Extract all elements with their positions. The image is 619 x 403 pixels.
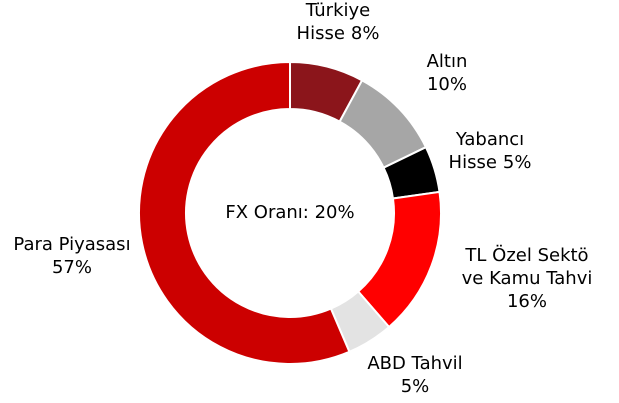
donut-slice [138,60,351,365]
slice-label: Yabancı Hisse [449,129,525,173]
slice-label: Para Piyasası [13,234,130,255]
slice-label: TL Özel Sektö ve Kamu Tahvi [462,244,593,289]
slice-label: ABD Tahvil [367,353,462,374]
value-label: 16% [507,291,547,312]
value-label: 5% [401,376,430,397]
value-label: 10% [427,74,467,95]
slice-label: Altın [427,51,468,72]
slice-label: Türkiye Hisse [297,0,371,44]
value-label: 8% [351,23,380,44]
value-label: 57% [52,257,92,278]
center-annotation: FX Oranı: 20% [225,202,354,223]
value-label: 5% [503,152,532,173]
